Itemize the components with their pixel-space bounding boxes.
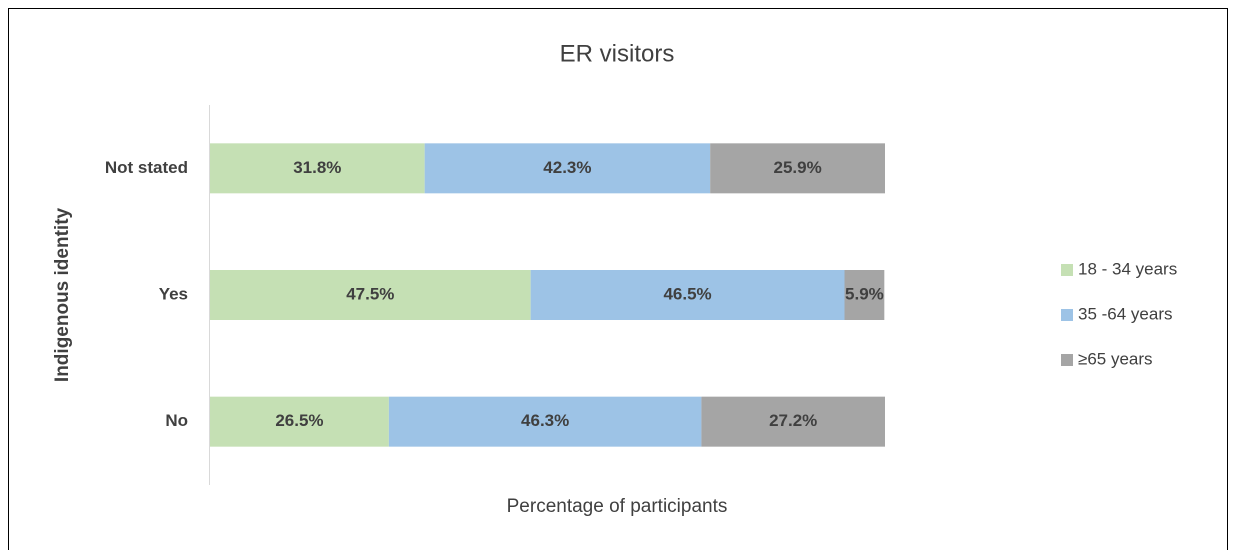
data-label: 26.5% (275, 411, 323, 430)
bar-segment (844, 270, 885, 320)
data-label: 25.9% (773, 158, 821, 177)
legend-label: 35 -64 years (1078, 304, 1173, 323)
data-label: 5.9% (845, 284, 884, 303)
data-label: 42.3% (543, 158, 591, 177)
data-label: 46.3% (521, 411, 569, 430)
bar-segment (424, 143, 711, 194)
bar-segment (210, 270, 531, 320)
legend-label: ≥65 years (1078, 349, 1153, 368)
data-label: 27.2% (769, 411, 817, 430)
x-axis-title: Percentage of participants (507, 496, 728, 517)
legend-swatch (1061, 354, 1073, 366)
frame (8, 8, 1228, 550)
bar-segment (701, 396, 885, 447)
legend-label: 18 - 34 years (1078, 259, 1177, 278)
data-label: 31.8% (293, 158, 341, 177)
data-label: 47.5% (346, 284, 394, 303)
bar-segment (210, 396, 389, 447)
y-tick-label: Not stated (105, 158, 188, 177)
bar-segment (210, 143, 425, 194)
y-axis-title: Indigenous identity (52, 207, 73, 382)
y-tick-label: No (165, 411, 188, 430)
chart-title: ER visitors (560, 40, 675, 67)
legend-swatch (1061, 264, 1073, 276)
data-label: 46.5% (663, 284, 711, 303)
bar-segment (530, 270, 845, 320)
bar-segment (388, 396, 702, 447)
legend-swatch (1061, 309, 1073, 321)
y-tick-label: Yes (159, 284, 188, 303)
bar-segment (710, 143, 885, 194)
